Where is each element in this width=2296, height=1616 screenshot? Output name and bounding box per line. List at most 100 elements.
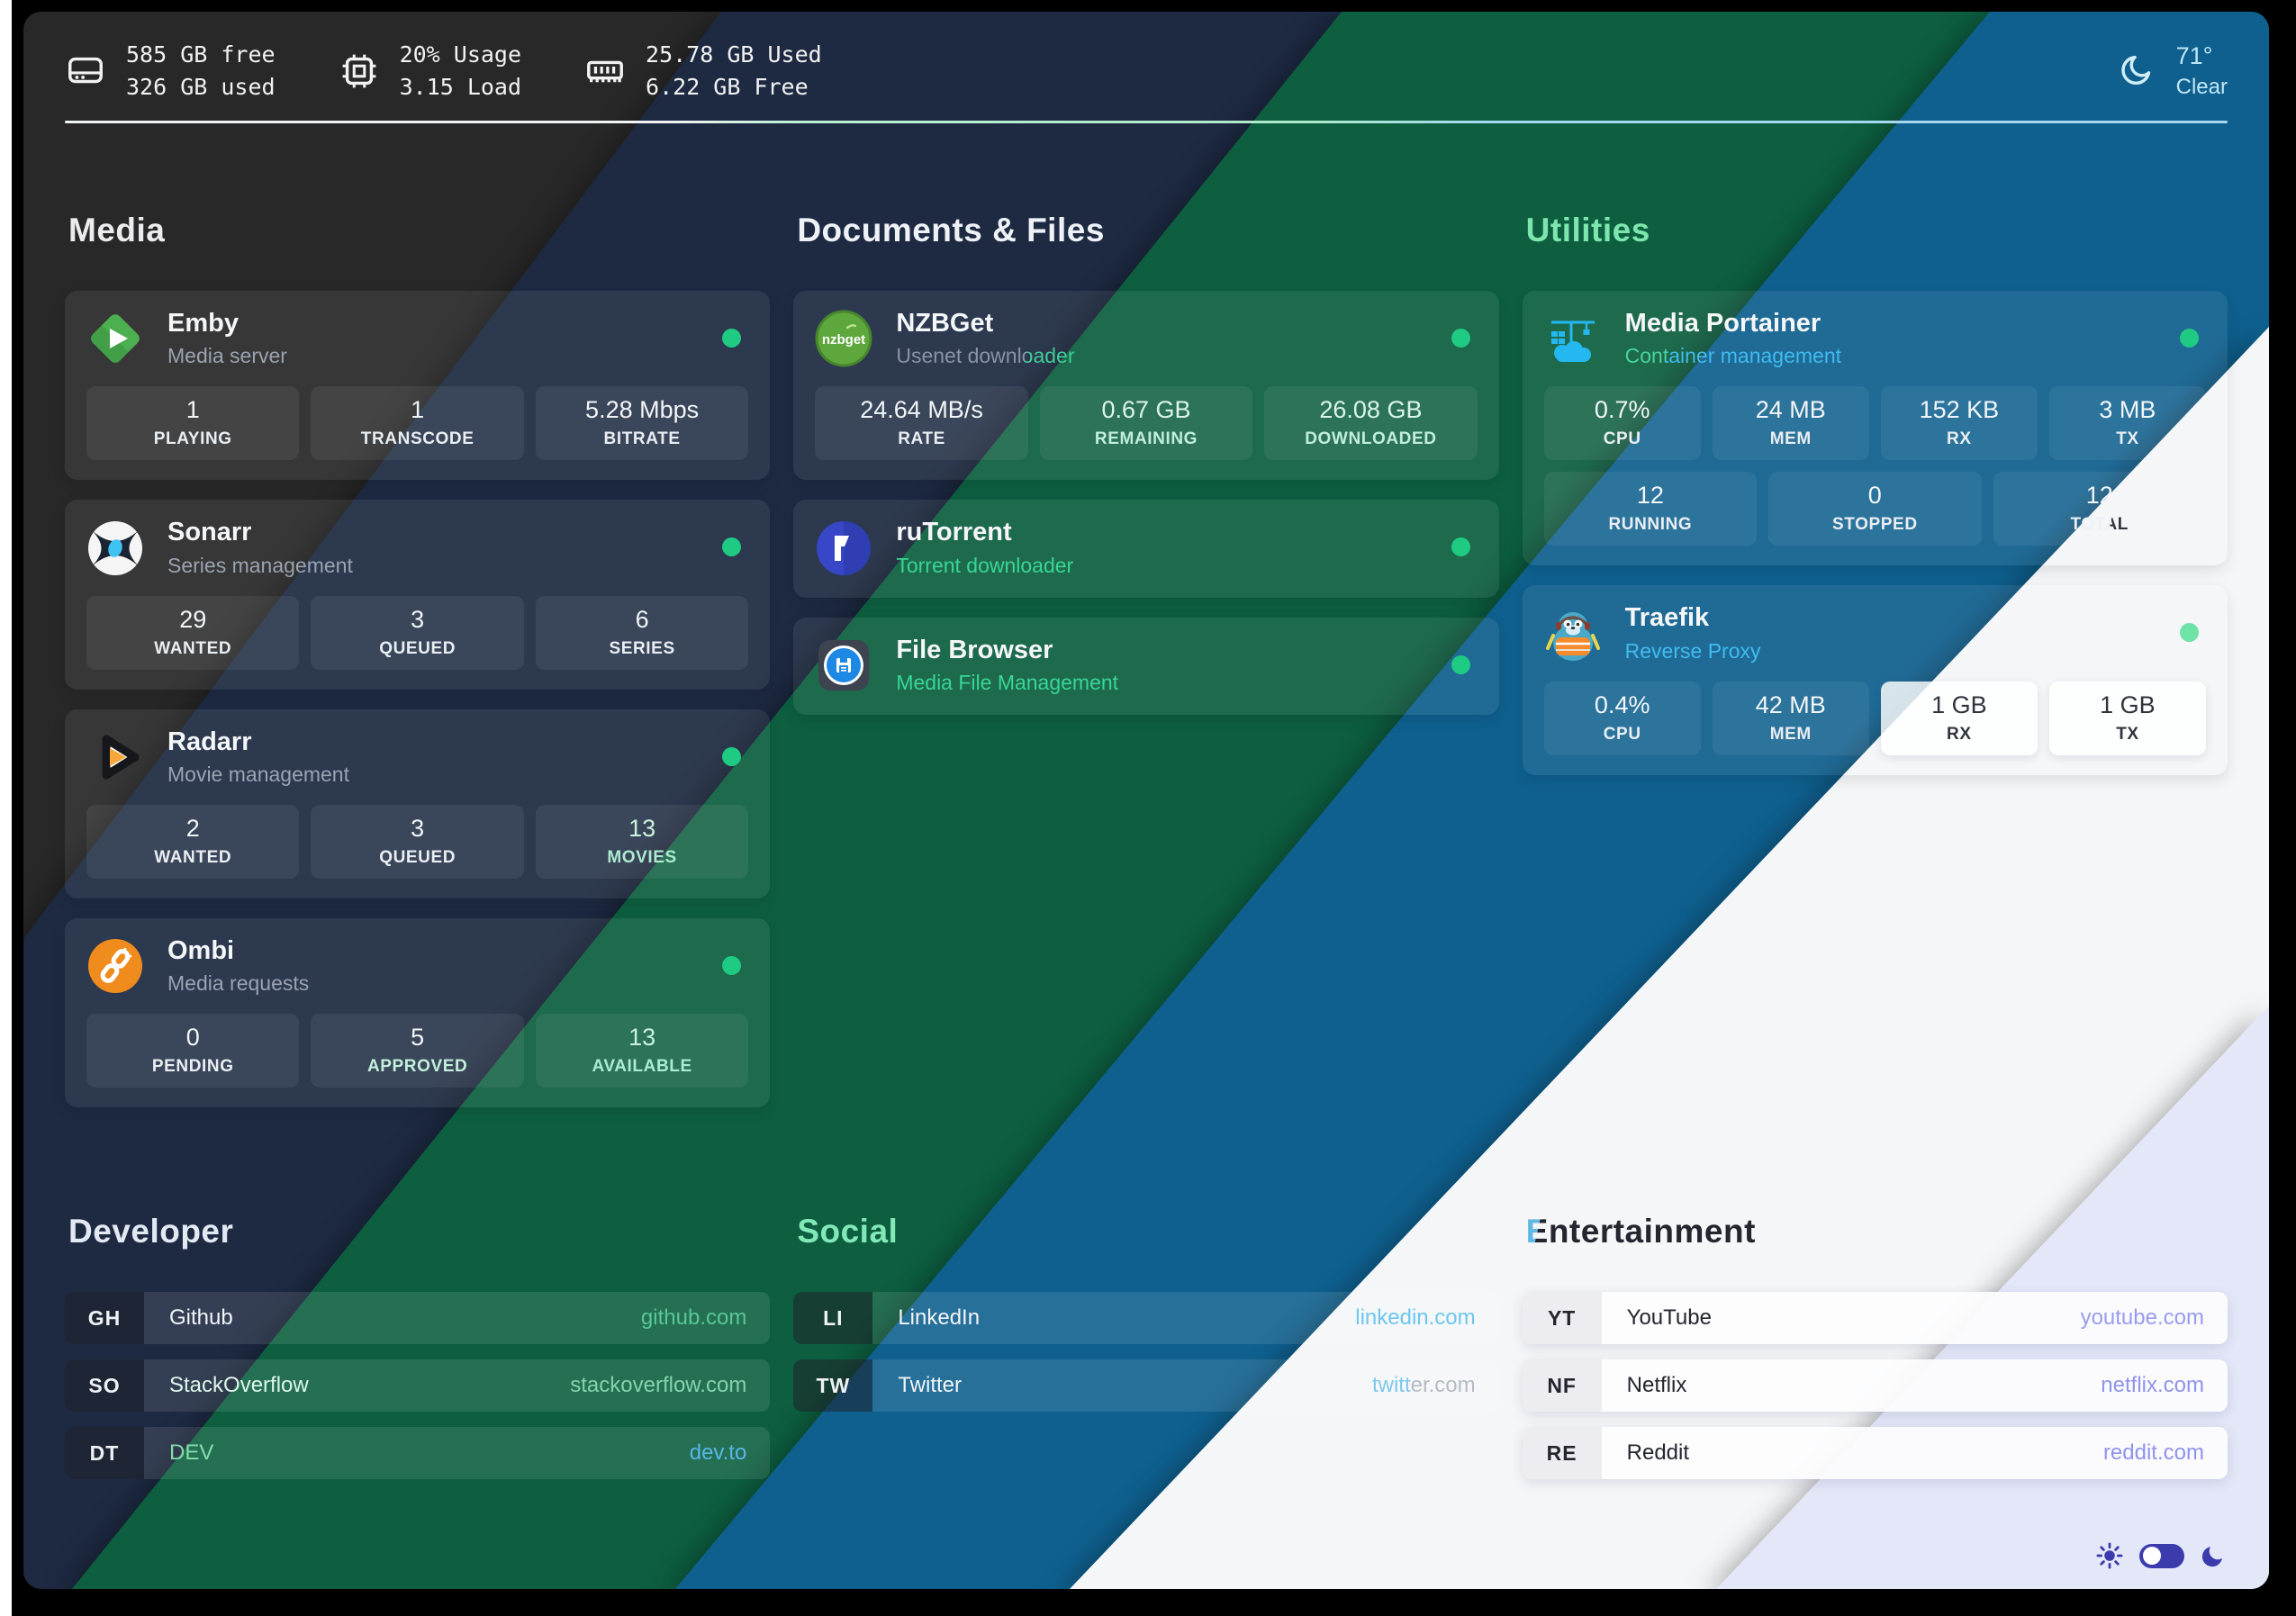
status-dot xyxy=(2179,623,2199,643)
stat-box: 1 TRANSCODE xyxy=(311,386,524,461)
status-dot xyxy=(722,329,742,348)
service-card-sonarr[interactable]: Sonarr Series management 29 WANTED 3 QUE… xyxy=(65,500,771,690)
service-subtitle: Torrent downloader xyxy=(896,553,1074,577)
stat-box: 1 GB TX xyxy=(2048,681,2206,755)
stat-box: 3 QUEUED xyxy=(311,805,524,880)
service-subtitle: Media File Management xyxy=(896,671,1119,695)
link-name: Twitter xyxy=(898,1373,963,1398)
section-title-social: Social xyxy=(797,1213,899,1250)
status-dot xyxy=(1451,655,1470,674)
link-row-github[interactable]: GH Github github.com xyxy=(65,1292,771,1345)
sun-icon[interactable] xyxy=(2096,1542,2123,1569)
disk-used: 326 GB used xyxy=(126,73,276,100)
section-title-documents: Documents & Files xyxy=(797,212,1105,248)
service-name: Ombi xyxy=(167,936,235,966)
status-dot xyxy=(722,537,742,557)
stat-box: 29 WANTED xyxy=(86,595,300,670)
link-name: Github xyxy=(169,1305,233,1331)
theme-toggle xyxy=(2096,1542,2226,1569)
link-row-twitter[interactable]: TW Twitter twitter.com xyxy=(793,1359,1499,1413)
stat-box: 12 RUNNING xyxy=(1543,472,1758,546)
stat-box: 26.08 GB DOWNLOADED xyxy=(1264,386,1478,461)
link-url: dev.to xyxy=(689,1440,747,1466)
link-tag: RE xyxy=(1522,1427,1602,1480)
ram-free: 6.22 GB Free xyxy=(646,73,809,100)
disk-usage: 585 GB free 326 GB used xyxy=(65,39,276,103)
section-title-developer: Developer xyxy=(68,1213,234,1250)
link-name: Netflix xyxy=(1626,1373,1687,1398)
link-name: DEV xyxy=(169,1440,214,1466)
cpu-icon xyxy=(342,54,375,87)
stat-box: 0 PENDING xyxy=(86,1014,300,1088)
stat-box: 1 GB RX xyxy=(1880,681,2038,755)
link-url: twitter.com xyxy=(1371,1373,1476,1398)
service-name: Media Portainer xyxy=(1624,309,1821,338)
service-card-ombi[interactable]: Ombi Media requests 0 PENDING 5 APPROVED xyxy=(65,918,771,1108)
sonarr-icon xyxy=(88,520,142,575)
ram-usage: 25.78 GB Used 6.22 GB Free xyxy=(584,39,822,103)
status-dot xyxy=(722,746,742,766)
service-card-traefik[interactable]: Traefik Reverse Proxy 0.4% CPU 42 MB MEM xyxy=(1522,585,2228,775)
service-name: Traefik xyxy=(1624,603,1710,633)
stat-box: 0.4% CPU xyxy=(1543,681,1701,755)
link-url: stackoverflow.com xyxy=(570,1373,747,1398)
stat-box: 2 WANTED xyxy=(86,805,300,880)
link-row-dev[interactable]: DT DEV dev.to xyxy=(65,1427,771,1480)
link-row-stackoverflow[interactable]: SO StackOverflow stackoverflow.com xyxy=(65,1359,771,1413)
moon-icon[interactable] xyxy=(2201,1543,2226,1568)
weather-widget: 71° Clear xyxy=(2117,40,2228,102)
stat-box: 3 MB TX xyxy=(2048,386,2206,461)
service-subtitle: Reverse Proxy xyxy=(1624,638,1761,663)
link-url: linkedin.com xyxy=(1355,1305,1476,1331)
service-card-rutorrent[interactable]: ruTorrent Torrent downloader xyxy=(793,500,1499,598)
stat-box: 5.28 Mbps BITRATE xyxy=(535,386,749,461)
stat-box: 12 TOTAL xyxy=(1993,472,2206,546)
theme-switch[interactable] xyxy=(2139,1543,2184,1568)
service-card-nzbget[interactable]: nzbget NZBGet Usenet downloader 24.64 MB… xyxy=(793,291,1499,481)
link-row-linkedin[interactable]: LI LinkedIn linkedin.com xyxy=(793,1292,1499,1345)
crescent-moon-icon xyxy=(2120,56,2150,86)
link-name: YouTube xyxy=(1626,1305,1712,1331)
service-subtitle: Container management xyxy=(1624,344,1842,368)
link-row-youtube[interactable]: YT YouTube youtube.com xyxy=(1522,1292,2228,1345)
link-tag: NF xyxy=(1522,1359,1602,1413)
service-name: NZBGet xyxy=(896,309,994,338)
service-subtitle: Media requests xyxy=(167,971,310,996)
stat-box: 3 QUEUED xyxy=(311,595,524,670)
link-tag: YT xyxy=(1522,1292,1602,1345)
theme-switch-knob[interactable] xyxy=(2143,1547,2161,1565)
diagonal-band-background xyxy=(23,12,2269,1589)
service-card-filebrowser[interactable]: File Browser Media File Management xyxy=(793,617,1499,716)
link-name: Reddit xyxy=(1626,1440,1690,1466)
status-dot xyxy=(1451,329,1470,348)
link-tag: GH xyxy=(65,1292,144,1345)
link-row-reddit[interactable]: RE Reddit reddit.com xyxy=(1522,1427,2228,1480)
service-card-portainer[interactable]: Media Portainer Container management 0.7… xyxy=(1522,291,2228,566)
section-social: Social LI LinkedIn linkedin.com TW Twitt… xyxy=(793,1213,1499,1427)
stat-box: 13 AVAILABLE xyxy=(535,1014,749,1088)
cpu-usage: 20% Usage 3.15 Load xyxy=(339,39,521,103)
stat-box: 13 MOVIES xyxy=(535,805,749,880)
stat-box: 0.7% CPU xyxy=(1543,386,1701,461)
link-row-netflix[interactable]: NF Netflix netflix.com xyxy=(1522,1359,2228,1413)
service-card-emby[interactable]: Emby Media server 1 PLAYING 1 TRANSCODE xyxy=(65,291,771,481)
link-name: LinkedIn xyxy=(898,1305,981,1331)
service-name: ruTorrent xyxy=(896,518,1012,547)
cpu-usage-pct: 20% Usage xyxy=(399,41,522,68)
emby-icon xyxy=(90,314,140,364)
stat-box: 6 SERIES xyxy=(535,595,749,670)
section-title-entertainment: Entertainment xyxy=(1526,1213,2228,1250)
weather-condition: Clear xyxy=(2175,74,2228,99)
link-tag: SO xyxy=(65,1359,144,1413)
stat-box: 5 APPROVED xyxy=(311,1014,524,1088)
stat-box: 0 STOPPED xyxy=(1768,472,1982,546)
service-name: Emby xyxy=(167,309,239,338)
radarr-icon xyxy=(102,735,140,780)
service-card-radarr[interactable]: Radarr Movie management 2 WANTED 3 QUEUE… xyxy=(65,709,771,899)
dashboard-grid: Media Emby Media server xyxy=(23,123,2269,1494)
rutorrent-icon xyxy=(817,520,872,575)
svg-text:nzbget: nzbget xyxy=(822,332,865,348)
section-media: Media Emby Media server xyxy=(65,212,771,1127)
filebrowser-icon xyxy=(818,639,870,691)
ram-icon xyxy=(587,60,623,82)
